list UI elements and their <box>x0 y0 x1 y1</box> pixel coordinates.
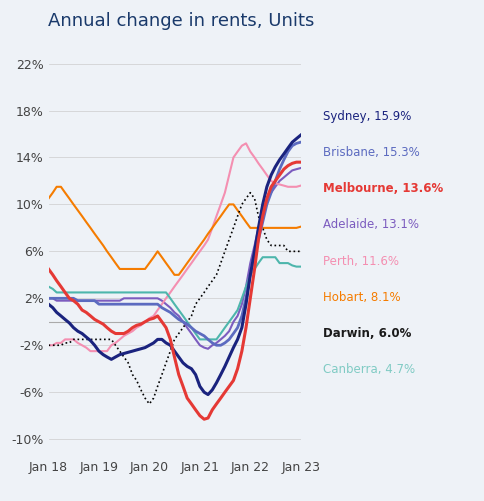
Text: Darwin, 6.0%: Darwin, 6.0% <box>322 327 410 340</box>
Text: Adelaide, 13.1%: Adelaide, 13.1% <box>322 218 418 231</box>
Text: Annual change in rents, Units: Annual change in rents, Units <box>48 12 314 30</box>
Text: Canberra, 4.7%: Canberra, 4.7% <box>322 363 414 376</box>
Text: Hobart, 8.1%: Hobart, 8.1% <box>322 291 399 304</box>
Text: Perth, 11.6%: Perth, 11.6% <box>322 255 398 268</box>
Text: Brisbane, 15.3%: Brisbane, 15.3% <box>322 146 418 159</box>
Text: Sydney, 15.9%: Sydney, 15.9% <box>322 110 410 123</box>
Text: Melbourne, 13.6%: Melbourne, 13.6% <box>322 182 442 195</box>
